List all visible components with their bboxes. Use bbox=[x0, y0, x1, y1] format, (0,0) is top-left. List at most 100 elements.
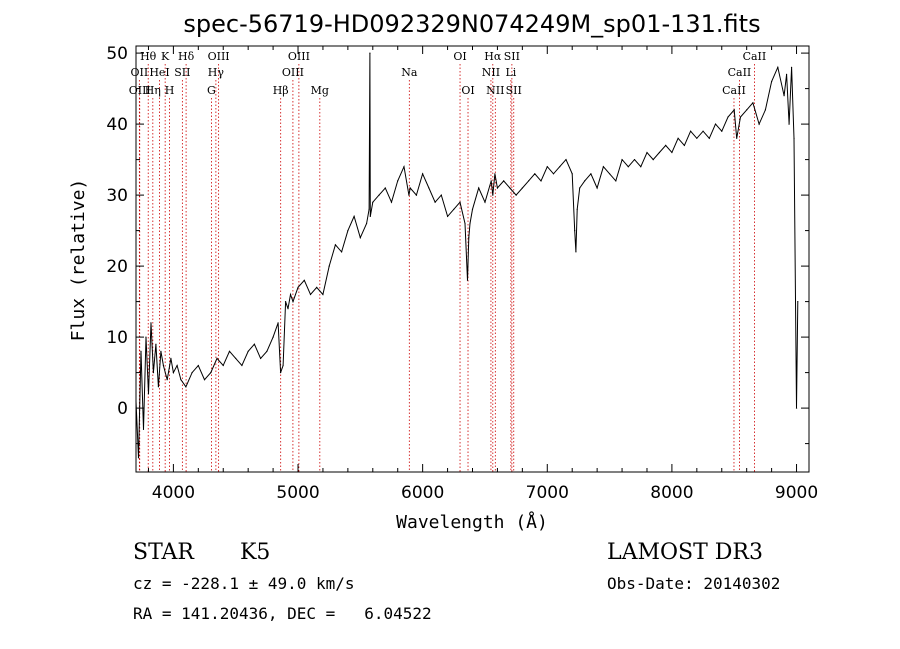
spectral-line-label-24: SII bbox=[506, 84, 522, 97]
data-point bbox=[788, 123, 790, 125]
data-point bbox=[484, 201, 486, 203]
data-point bbox=[683, 144, 685, 146]
data-point bbox=[534, 173, 536, 175]
data-point bbox=[289, 293, 292, 296]
data-point bbox=[490, 180, 492, 182]
spectral-line-label-15: Mg bbox=[311, 84, 329, 97]
data-point bbox=[521, 187, 523, 189]
data-point bbox=[137, 457, 140, 459]
data-point bbox=[365, 222, 368, 225]
y-tick-label: 40 bbox=[106, 115, 128, 135]
spectral-line-label-7: SII bbox=[174, 66, 190, 79]
data-point bbox=[166, 379, 168, 381]
data-point bbox=[241, 364, 243, 367]
chart-title: spec-56719-HD092329N074249M_sp01-131.fit… bbox=[183, 10, 760, 38]
data-point bbox=[384, 187, 386, 189]
data-point bbox=[708, 137, 710, 139]
data-point bbox=[369, 215, 371, 217]
data-point bbox=[797, 301, 799, 303]
data-point bbox=[665, 144, 667, 146]
data-point bbox=[180, 379, 182, 381]
coordinates: RA = 141.20436, DEC = 6.04522 bbox=[133, 604, 432, 623]
series-line-0 bbox=[135, 53, 799, 458]
data-point bbox=[422, 173, 424, 175]
data-point bbox=[559, 166, 561, 168]
spectral-line-label-14: Hβ bbox=[273, 84, 289, 97]
data-point bbox=[176, 364, 178, 367]
data-point bbox=[503, 180, 505, 182]
spectral-line-label-21: NII bbox=[482, 66, 500, 79]
data-point bbox=[646, 151, 648, 154]
y-tick-label: 30 bbox=[106, 186, 128, 206]
data-point bbox=[228, 350, 231, 352]
redshift-velocity: cz = -228.1 ± 49.0 km/s bbox=[133, 574, 355, 593]
x-ticks: 4000 5000 6000 7000 8000 9000 bbox=[147, 46, 818, 503]
spectral-line-label-23: NII bbox=[486, 84, 504, 97]
data-point bbox=[702, 130, 704, 132]
data-point bbox=[471, 208, 474, 210]
survey-name: LAMOST DR3 bbox=[607, 540, 763, 565]
data-point bbox=[369, 52, 371, 54]
data-point bbox=[260, 357, 262, 359]
data-point bbox=[721, 130, 723, 132]
data-point bbox=[565, 159, 567, 161]
data-point bbox=[464, 222, 466, 225]
data-point bbox=[334, 244, 337, 246]
data-point bbox=[287, 308, 289, 310]
data-point bbox=[515, 194, 517, 196]
data-point bbox=[790, 66, 793, 68]
data-point bbox=[172, 372, 174, 374]
data-point bbox=[235, 357, 237, 359]
data-point bbox=[170, 357, 172, 359]
data-point bbox=[415, 194, 418, 196]
data-point bbox=[752, 102, 754, 104]
data-point bbox=[795, 407, 798, 409]
data-point bbox=[608, 173, 611, 175]
spectral-line-label-0: Hθ bbox=[140, 50, 157, 63]
data-point bbox=[282, 364, 284, 367]
data-point bbox=[758, 123, 760, 125]
y-tick-label: 10 bbox=[106, 328, 128, 348]
data-point bbox=[736, 137, 738, 139]
data-point bbox=[279, 372, 282, 374]
data-point bbox=[696, 137, 698, 139]
spectral-line-label-8: H bbox=[165, 84, 175, 97]
spectral-line-label-9: OIII bbox=[208, 50, 230, 63]
data-point bbox=[478, 187, 480, 189]
data-point bbox=[297, 286, 299, 288]
spectral-line-label-18: OI bbox=[461, 84, 474, 97]
data-point bbox=[397, 180, 399, 182]
data-point bbox=[353, 215, 355, 217]
data-point bbox=[155, 343, 157, 345]
data-point bbox=[459, 201, 461, 203]
y-ticks: 0 10 20 30 40 50 bbox=[106, 44, 809, 445]
data-point bbox=[540, 180, 542, 182]
data-point bbox=[446, 215, 449, 217]
data-point bbox=[197, 364, 199, 367]
data-point bbox=[453, 208, 455, 210]
data-point bbox=[727, 116, 729, 118]
x-tick-label: 7000 bbox=[526, 483, 569, 503]
spectral-line-label-17: OI bbox=[453, 50, 466, 63]
x-tick-label: 6000 bbox=[401, 483, 444, 503]
data-point bbox=[253, 343, 255, 345]
data-point bbox=[677, 137, 679, 139]
data-point bbox=[584, 180, 586, 182]
data-point bbox=[494, 173, 496, 175]
data-point bbox=[347, 230, 349, 232]
data-point bbox=[771, 80, 773, 83]
data-point bbox=[783, 95, 785, 97]
data-point bbox=[785, 73, 788, 75]
data-point bbox=[746, 109, 748, 111]
data-point bbox=[764, 109, 766, 111]
data-point bbox=[328, 265, 330, 267]
data-point bbox=[733, 109, 735, 111]
x-tick-label: 8000 bbox=[650, 483, 693, 503]
data-point bbox=[466, 279, 469, 281]
data-point bbox=[469, 222, 471, 225]
data-point bbox=[468, 237, 470, 239]
x-axis-label: Wavelength (Å) bbox=[396, 511, 548, 533]
data-point bbox=[157, 386, 160, 388]
data-point bbox=[571, 173, 573, 175]
